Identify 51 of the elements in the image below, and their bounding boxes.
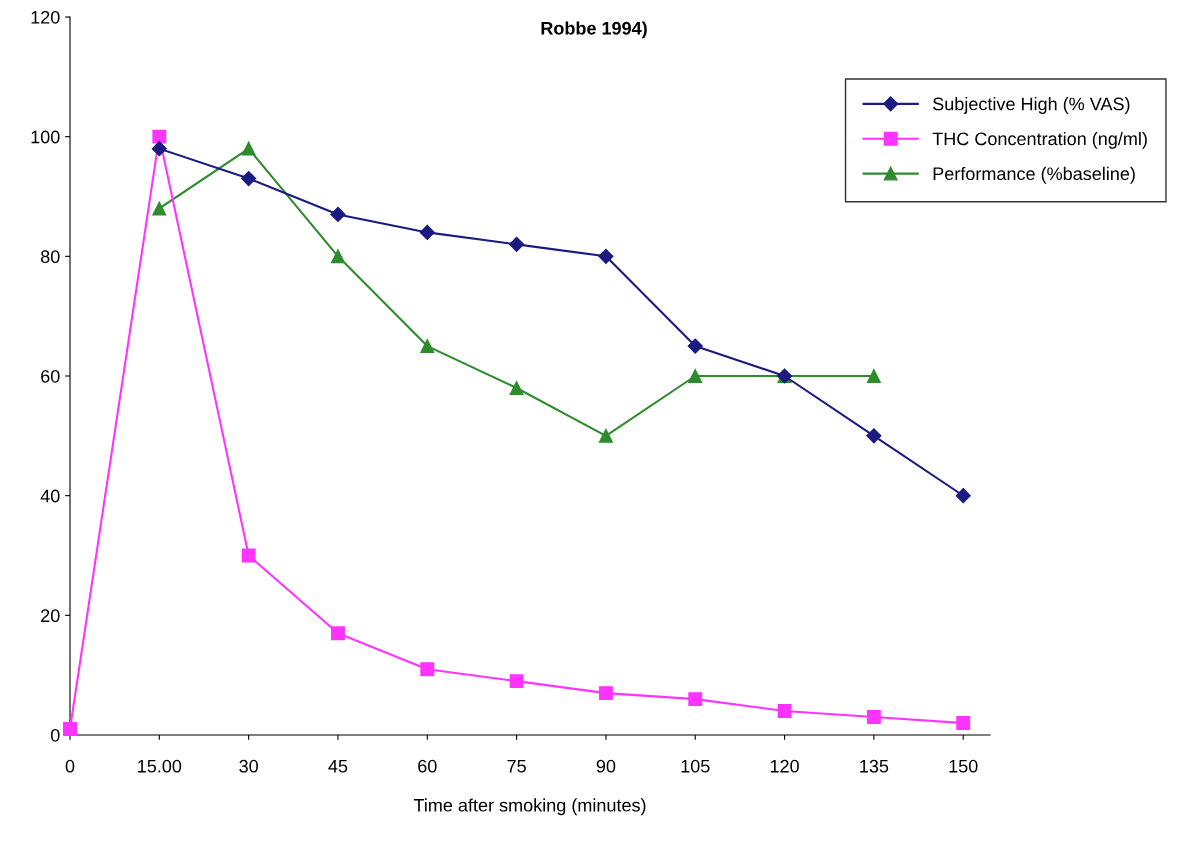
x-tick-label: 30 [239, 759, 258, 773]
y-tick-label: 120 [31, 10, 60, 24]
y-tick-label: 60 [41, 369, 60, 383]
point [331, 249, 345, 264]
legend-label: THC Concentration (ng/ml) [932, 131, 1147, 149]
point [241, 548, 256, 563]
point [419, 224, 435, 240]
x-axis-title: Time after smoking (minutes) [413, 798, 646, 816]
point [63, 722, 77, 736]
x-tick-label: 105 [681, 759, 710, 773]
point [866, 710, 881, 724]
point [866, 428, 882, 444]
point [509, 674, 524, 689]
point [777, 704, 792, 719]
point [420, 339, 435, 354]
point [241, 141, 256, 156]
x-tick-label: 90 [596, 759, 616, 773]
point [331, 626, 345, 641]
x-tick-label: 60 [418, 759, 437, 773]
point [598, 686, 613, 701]
point [241, 170, 257, 187]
y-tick-label: 80 [40, 250, 60, 264]
point [509, 381, 524, 395]
y-tick-label: 20 [41, 609, 60, 623]
point [955, 488, 971, 504]
point [687, 338, 703, 354]
point [598, 248, 614, 264]
point [152, 201, 167, 216]
point [420, 662, 435, 677]
x-tick-label: 75 [507, 759, 526, 773]
x-tick-label: 120 [770, 759, 799, 773]
y-tick-label: 0 [50, 728, 60, 742]
point [152, 129, 167, 144]
point [509, 236, 525, 252]
x-tick-label: 15.00 [138, 759, 182, 773]
chart-title: Robbe 1994) [541, 21, 647, 39]
point [330, 206, 346, 223]
point [866, 369, 881, 383]
x-tick-label: 45 [328, 759, 348, 773]
point [598, 428, 613, 443]
x-tick-label: 135 [860, 759, 889, 773]
point [688, 369, 703, 383]
x-tick-label: 0 [65, 759, 75, 773]
point [956, 716, 971, 730]
legend-label: Performance (%baseline) [933, 166, 1135, 184]
legend-label: Subjective High (% VAS) [933, 97, 1130, 114]
y-tick-label: 40 [40, 489, 60, 503]
point [151, 141, 167, 157]
point [688, 692, 703, 707]
x-tick-label: 150 [949, 759, 978, 773]
y-tick-label: 100 [31, 130, 60, 144]
